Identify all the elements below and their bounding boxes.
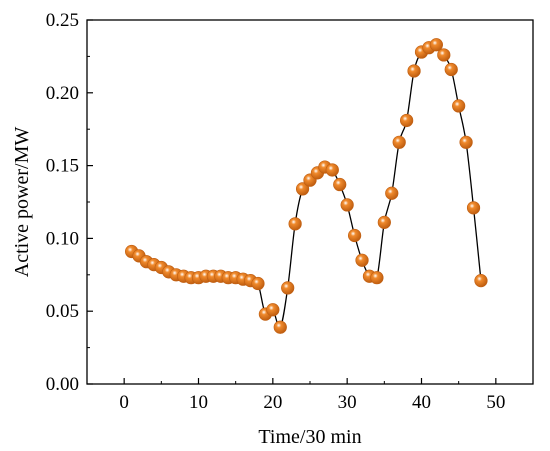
data-point bbox=[452, 99, 466, 113]
data-point bbox=[466, 201, 481, 215]
y-tick-label: 0.15 bbox=[46, 156, 79, 177]
data-points bbox=[125, 38, 488, 334]
y-axis-ticks: 0.00 0.05 0.10 0.15 0.20 0.25 bbox=[46, 10, 93, 395]
y-tick-label: 0.20 bbox=[46, 83, 79, 104]
data-point bbox=[325, 163, 339, 177]
data-point bbox=[400, 113, 414, 128]
x-tick-label: 50 bbox=[486, 392, 505, 413]
x-tick-label: 40 bbox=[412, 392, 431, 413]
data-point bbox=[370, 271, 384, 285]
data-point bbox=[377, 215, 391, 229]
data-point bbox=[295, 182, 310, 196]
x-tick-label: 30 bbox=[338, 392, 357, 413]
data-point bbox=[288, 217, 302, 231]
data-point bbox=[333, 177, 347, 192]
data-point bbox=[429, 38, 443, 52]
y-tick-label: 0.05 bbox=[46, 301, 79, 322]
data-point bbox=[355, 253, 369, 267]
x-axis-ticks: 0 10 20 30 40 50 bbox=[119, 378, 505, 413]
data-point bbox=[348, 228, 362, 243]
x-tick-label: 20 bbox=[263, 392, 282, 413]
data-point bbox=[281, 281, 295, 295]
data-point bbox=[266, 303, 280, 317]
y-tick-label: 0.10 bbox=[46, 228, 79, 249]
data-point bbox=[392, 135, 406, 149]
x-tick-label: 0 bbox=[119, 392, 129, 413]
data-point bbox=[273, 320, 287, 334]
x-tick-label: 10 bbox=[189, 392, 208, 413]
data-point bbox=[385, 186, 399, 200]
data-point bbox=[251, 276, 265, 291]
data-point bbox=[459, 135, 473, 149]
x-axis-title: Time/30 min bbox=[258, 426, 361, 448]
y-tick-label: 0.25 bbox=[46, 10, 79, 31]
plot-frame bbox=[86, 19, 534, 385]
data-point bbox=[444, 62, 458, 77]
data-point bbox=[340, 198, 354, 212]
y-tick-label: 0.00 bbox=[46, 374, 79, 395]
y-axis-title: Active power/MW bbox=[11, 127, 33, 278]
data-point bbox=[474, 274, 488, 288]
data-point bbox=[437, 48, 451, 62]
data-point bbox=[407, 64, 421, 78]
